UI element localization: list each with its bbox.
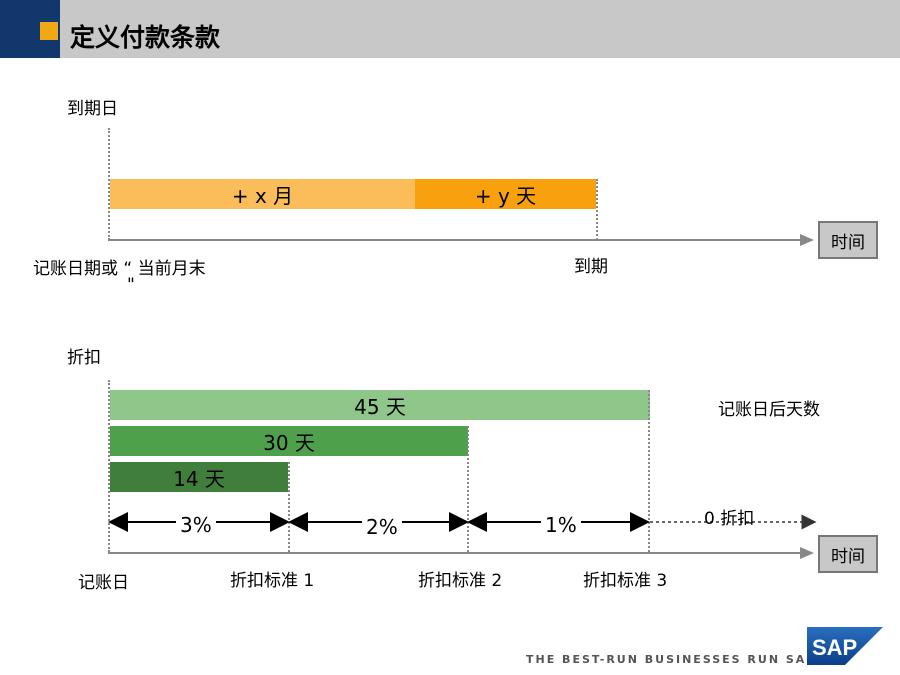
- start-dotted-line: [108, 128, 110, 240]
- bar-30-days: 30 天: [110, 426, 468, 456]
- start-date-label: 记账日期或 “ 当前月末: [33, 259, 206, 279]
- bar-30-days-label: 30 天: [263, 430, 315, 455]
- criteria-1-label: 折扣标准 1: [230, 571, 315, 591]
- page-title: 定义付款条款: [70, 23, 221, 52]
- due-date-axis-label: 到期日: [67, 99, 118, 119]
- bottom-time-label: 时间: [818, 535, 878, 573]
- discount-axis-label: 折扣: [67, 348, 101, 368]
- month-offset-bar: + x 月: [110, 179, 415, 209]
- bar-45-days: 45 天: [110, 390, 650, 420]
- header-bullet-icon: [40, 22, 58, 40]
- posting-dotted-line: [108, 380, 110, 552]
- start-date-label-quote: ": [127, 275, 135, 295]
- top-time-label: 时间: [818, 221, 878, 259]
- due-dotted-line: [596, 179, 598, 240]
- no-discount-label: 0 折扣: [704, 509, 755, 529]
- bottom-axis-arrow-icon: [800, 547, 814, 559]
- day-offset-bar: + y 天: [415, 179, 596, 209]
- bar-14-days: 14 天: [110, 462, 288, 492]
- day-offset-label: + y 天: [474, 183, 537, 208]
- month-offset-label: + x 月: [231, 183, 294, 208]
- criteria-3-label: 折扣标准 3: [583, 571, 668, 591]
- header-bar: [0, 0, 900, 58]
- criteria1-dotted-line: [288, 462, 290, 552]
- segment-2pct-label: 2%: [362, 515, 402, 539]
- criteria2-dotted-line: [467, 426, 469, 552]
- sap-tagline: THE BEST-RUN BUSINESSES RUN SAP: [526, 653, 817, 666]
- sap-logo: SAP: [807, 627, 883, 665]
- segment-1pct-label: 1%: [541, 513, 581, 537]
- due-label: 到期: [574, 257, 608, 277]
- bar-14-days-label: 14 天: [173, 466, 225, 491]
- posting-date-label: 记账日: [78, 573, 129, 593]
- bottom-time-axis: [108, 552, 804, 554]
- days-after-posting-label: 记账日后天数: [718, 400, 820, 420]
- segment-3pct-label: 3%: [176, 513, 216, 537]
- criteria3-dotted-line: [648, 390, 650, 552]
- bar-45-days-label: 45 天: [354, 394, 406, 419]
- top-time-axis: [108, 239, 804, 241]
- sap-logo-text: SAP: [812, 635, 857, 660]
- criteria-2-label: 折扣标准 2: [418, 571, 503, 591]
- top-axis-arrow-icon: [800, 234, 814, 246]
